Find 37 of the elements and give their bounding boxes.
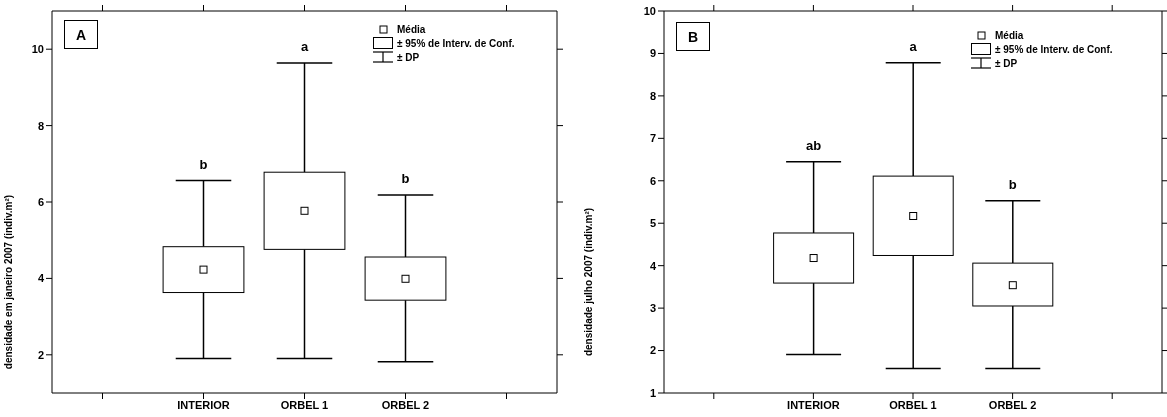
annotation: b	[199, 156, 208, 172]
x-tick-label: INTERIOR	[787, 398, 840, 411]
annotation: ± DP	[397, 51, 420, 63]
y-tick-label: 9	[649, 47, 656, 60]
y-tick-label: 7	[649, 132, 656, 145]
y-tick-label: 8	[649, 89, 656, 102]
y-tick-label: 5	[649, 217, 656, 230]
annotation: ab	[806, 137, 822, 153]
annotation: B	[676, 22, 710, 51]
x-tick-label: INTERIOR	[177, 398, 230, 411]
annotation: ± 95% de Interv. de Conf.	[995, 43, 1113, 55]
y-tick-label: 2	[37, 348, 44, 361]
annotation: ± DP	[995, 57, 1018, 69]
annotation: A	[64, 20, 98, 49]
annotation: a	[300, 38, 309, 54]
x-tick-label: ORBEL 2	[381, 398, 430, 411]
annotation: a	[909, 38, 918, 54]
y-tick-label: 3	[649, 302, 656, 315]
y-tick-label: 6	[649, 174, 656, 187]
annotation: b	[401, 171, 410, 187]
x-tick-label: ORBEL 2	[988, 398, 1037, 411]
y-axis-title: densidade julho 2007 (indiv.m²)	[582, 207, 594, 357]
y-tick-label: 10	[643, 4, 656, 17]
annotation: Média	[995, 29, 1024, 41]
y-tick-label: 6	[37, 195, 44, 208]
y-tick-label: 8	[37, 119, 44, 132]
annotation: ± 95% de Interv. de Conf.	[397, 37, 515, 49]
y-tick-label: 4	[649, 259, 657, 272]
annotation: Média	[397, 23, 426, 35]
x-tick-label: ORBEL 1	[280, 398, 329, 411]
y-tick-label: 4	[37, 272, 45, 285]
annotation: b	[1008, 176, 1017, 192]
y-tick-label: 1	[649, 386, 656, 399]
x-tick-label: ORBEL 1	[889, 398, 937, 411]
y-tick-label: 10	[31, 43, 44, 56]
y-axis-title: densidade em janeiro 2007 (indiv.m²)	[2, 194, 14, 370]
y-tick-label: 2	[649, 344, 656, 357]
